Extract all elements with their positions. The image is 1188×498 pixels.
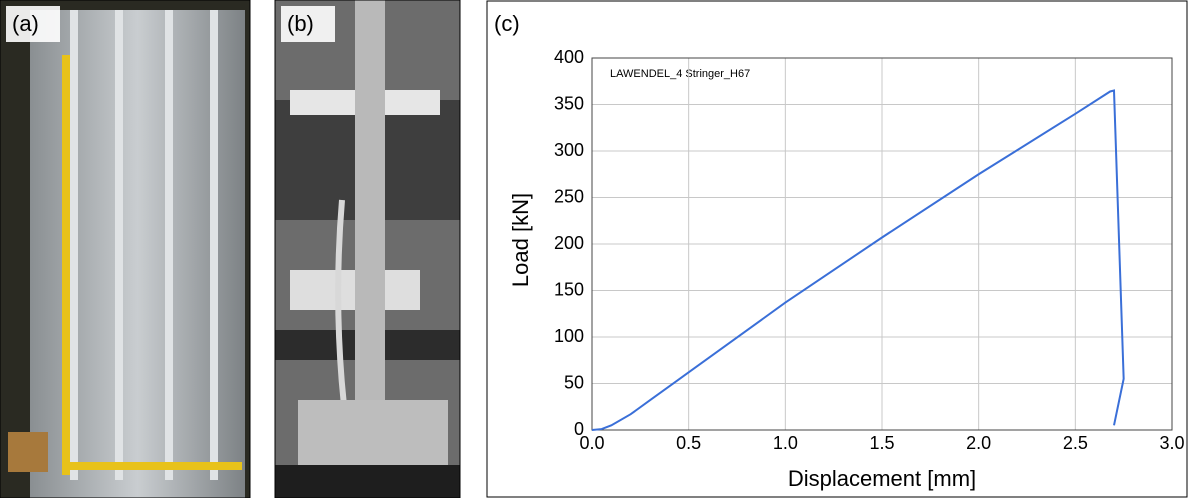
y-tick-label: 300	[554, 140, 584, 160]
x-tick-label: 0.5	[676, 433, 701, 453]
y-tick-label: 150	[554, 279, 584, 299]
y-axis-title: Load [kN]	[508, 193, 533, 287]
x-tick-label: 1.0	[773, 433, 798, 453]
chart-frame	[486, 0, 1188, 498]
x-tick-label: 0.0	[579, 433, 604, 453]
plot-frame	[591, 57, 1173, 431]
y-tick-label: 50	[564, 372, 584, 392]
y-tick-label: 100	[554, 326, 584, 346]
panel-label: (a)	[12, 11, 39, 36]
x-tick-label: 2.0	[966, 433, 991, 453]
y-tick-label: 350	[554, 93, 584, 113]
photo-a: (a)	[0, 0, 251, 498]
y-tick-label: 0	[574, 419, 584, 439]
x-axis-title: Displacement [mm]	[788, 466, 976, 491]
x-tick-label: 1.5	[869, 433, 894, 453]
y-tick-label: 200	[554, 233, 584, 253]
annotation: LAWENDEL_4 Stringer_H67	[610, 68, 750, 80]
panel-label: (c)	[494, 11, 520, 36]
panel-label: (b)	[287, 11, 314, 36]
y-tick-label: 400	[554, 47, 584, 67]
x-tick-label: 3.0	[1159, 433, 1184, 453]
data-line	[591, 89, 1125, 431]
photo-b: (b)	[274, 0, 461, 498]
y-tick-label: 250	[554, 186, 584, 206]
x-tick-label: 2.5	[1063, 433, 1088, 453]
